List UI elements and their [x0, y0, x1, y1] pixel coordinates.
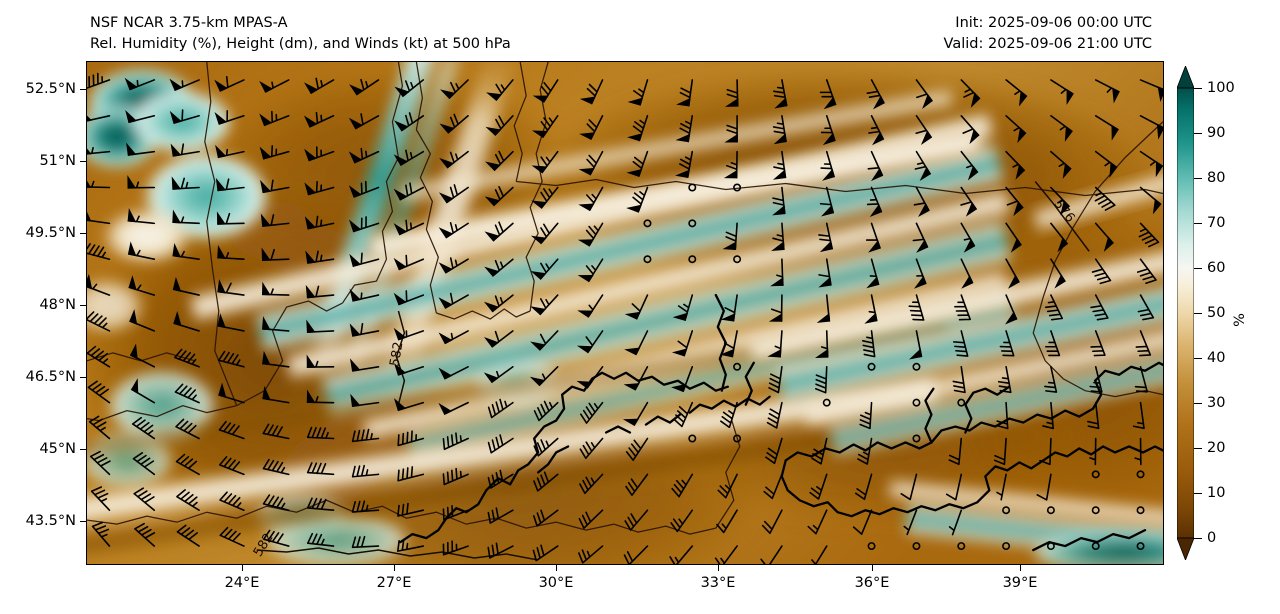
y-tick-mark	[80, 161, 86, 163]
colorbar-tick	[1194, 538, 1202, 540]
colorbar-tick	[1194, 358, 1202, 360]
colorbar-tick	[1194, 493, 1202, 495]
y-axis-label-2: 49.5°N	[25, 225, 76, 241]
init-time: Init: 2025-09-06 00:00 UTC	[955, 15, 1152, 31]
x-tick-mark	[394, 565, 396, 571]
y-axis-label-1: 51°N	[39, 153, 76, 169]
colorbar-label-50: 50	[1207, 305, 1226, 321]
x-axis-label-3: 33°E	[700, 575, 736, 591]
colorbar-tick	[1194, 268, 1202, 270]
colorbar-label-90: 90	[1207, 125, 1226, 141]
humidity-shading-layer	[87, 62, 1163, 564]
colorbar-tick	[1194, 403, 1202, 405]
wind-barbs-layer	[87, 72, 1163, 564]
y-axis-label-6: 43.5°N	[25, 513, 76, 529]
field-description: Rel. Humidity (%), Height (dm), and Wind…	[90, 36, 511, 52]
country-borders-layer	[87, 62, 1163, 535]
y-tick-mark	[80, 377, 86, 379]
y-axis-label-0: 52.5°N	[25, 81, 76, 97]
colorbar-label-20: 20	[1207, 440, 1226, 456]
y-tick-mark	[80, 521, 86, 523]
colorbar-label-40: 40	[1207, 350, 1226, 366]
x-tick-mark	[718, 565, 720, 571]
colorbar-label-10: 10	[1207, 485, 1226, 501]
y-axis-label-4: 46.5°N	[25, 369, 76, 385]
x-tick-mark	[556, 565, 558, 571]
model-name: NSF NCAR 3.75-km MPAS-A	[90, 15, 288, 31]
valid-time: Valid: 2025-09-06 21:00 UTC	[943, 36, 1152, 52]
colorbar-label-0: 0	[1207, 530, 1217, 546]
colorbar-tick	[1194, 88, 1202, 90]
y-tick-mark	[80, 449, 86, 451]
colorbar-tick	[1194, 223, 1202, 225]
y-tick-mark	[80, 305, 86, 307]
colorbar-tick	[1194, 313, 1202, 315]
time-info-block: Init: 2025-09-06 00:00 UTC Valid: 2025-0…	[944, 13, 1152, 55]
x-axis-label-2: 30°E	[538, 575, 574, 591]
colorbar-label-30: 30	[1207, 395, 1226, 411]
map-plot-area[interactable]: 582 576 582	[86, 61, 1164, 565]
y-tick-mark	[80, 89, 86, 91]
y-axis-label-3: 48°N	[39, 297, 76, 313]
x-axis-label-1: 27°E	[376, 575, 412, 591]
colorbar-label-100: 100	[1207, 80, 1235, 96]
colorbar-tick	[1194, 178, 1202, 180]
x-axis-label-0: 24°E	[224, 575, 260, 591]
contour-label-582-a: 582	[387, 341, 406, 368]
y-tick-mark	[80, 233, 86, 235]
colorbar-tick	[1194, 448, 1202, 450]
colorbar-unit-label: %	[1232, 313, 1248, 327]
y-axis-label-5: 45°N	[39, 441, 76, 457]
x-tick-mark	[1020, 565, 1022, 571]
colorbar-tick	[1194, 133, 1202, 135]
colorbar-label-70: 70	[1207, 215, 1226, 231]
colorbar-label-60: 60	[1207, 260, 1226, 276]
x-tick-mark	[242, 565, 244, 571]
x-tick-mark	[872, 565, 874, 571]
colorbar-label-80: 80	[1207, 170, 1226, 186]
x-axis-label-4: 36°E	[854, 575, 890, 591]
x-axis-label-5: 39°E	[1002, 575, 1038, 591]
model-title-block: NSF NCAR 3.75-km MPAS-A Rel. Humidity (%…	[90, 13, 511, 55]
colorbar[interactable]	[1177, 66, 1194, 560]
